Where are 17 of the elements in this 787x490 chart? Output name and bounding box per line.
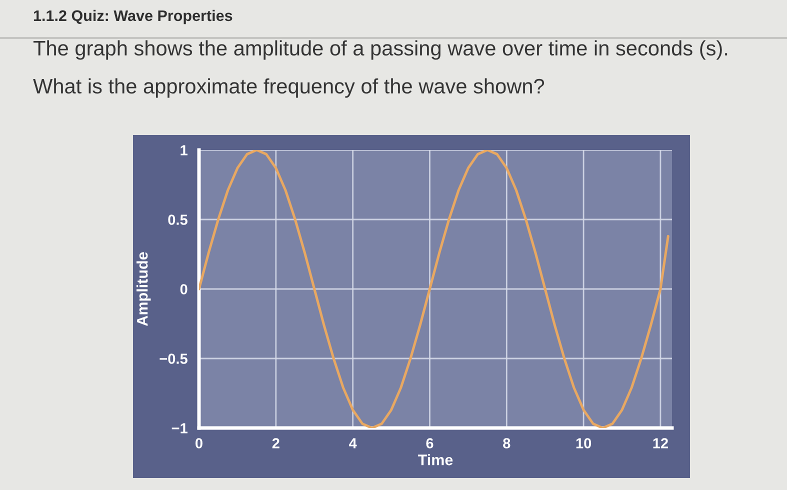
text: What is the approximate frequency of the wave shown? xyxy=(33,78,544,98)
x-tick-label: 6 xyxy=(426,438,434,448)
x-tick-label: 2 xyxy=(272,438,280,448)
y-tick-label: 0.5 xyxy=(168,214,188,225)
x-tick-label: 8 xyxy=(503,438,510,448)
y-tick-label: −0.5 xyxy=(160,354,188,364)
y-axis-title: Amplitude xyxy=(136,252,151,326)
y-tick-label: 0 xyxy=(180,284,188,294)
x-tick-label: 4 xyxy=(348,438,357,448)
y-tick-label: 1 xyxy=(180,145,188,156)
x-tick-label: 0 xyxy=(196,438,202,448)
chart-title: 1.1.2 Quiz: Wave Properties xyxy=(34,10,232,24)
x-tick-label: 12 xyxy=(653,438,668,448)
chart-subtitle: The graph shows the amplitude of a passing wave over time in seconds (s). xyxy=(33,40,728,60)
x-tick-label: 10 xyxy=(576,438,592,448)
y-tick-label: −1 xyxy=(172,423,188,434)
x-axis-title: Time xyxy=(418,454,453,466)
